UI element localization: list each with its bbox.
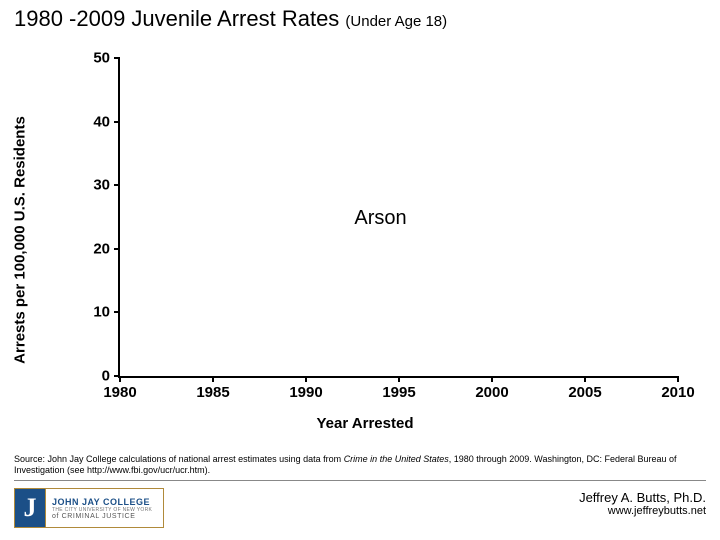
title-sub: (Under Age 18) <box>345 13 447 30</box>
source-citation: Source: John Jay College calculations of… <box>14 454 706 477</box>
x-tick-mark <box>305 376 307 382</box>
author-url: www.jeffreybutts.net <box>579 505 706 517</box>
x-tick-mark <box>398 376 400 382</box>
x-axis-label: Year Arrested <box>316 415 413 432</box>
title-main: 1980 -2009 Juvenile Arrest Rates <box>14 6 345 31</box>
source-italic: Crime in the United States <box>344 454 449 464</box>
logo-text: JOHN JAY COLLEGE THE CITY UNIVERSITY OF … <box>46 488 164 528</box>
y-tick-mark <box>114 121 120 123</box>
logo-line1: JOHN JAY COLLEGE <box>52 497 157 507</box>
x-tick-mark <box>677 376 679 382</box>
attribution: Jeffrey A. Butts, Ph.D. www.jeffreybutts… <box>579 490 706 517</box>
chart-title: 1980 -2009 Juvenile Arrest Rates (Under … <box>0 0 720 36</box>
y-tick-mark <box>114 184 120 186</box>
x-tick-mark <box>584 376 586 382</box>
y-tick-mark <box>114 57 120 59</box>
author-name: Jeffrey A. Butts, Ph.D. <box>579 490 706 505</box>
divider <box>14 480 706 481</box>
x-tick-mark <box>491 376 493 382</box>
chart-area: Arrests per 100,000 U.S. Residents Arson… <box>40 50 690 430</box>
john-jay-logo: J JOHN JAY COLLEGE THE CITY UNIVERSITY O… <box>14 488 164 528</box>
y-tick-mark <box>114 311 120 313</box>
x-tick-mark <box>119 376 121 382</box>
logo-glyph: J <box>14 488 46 528</box>
series-label: Arson <box>354 207 406 230</box>
source-prefix: Source: John Jay College calculations of… <box>14 454 344 464</box>
y-axis-label: Arrests per 100,000 U.S. Residents <box>12 116 29 364</box>
logo-line3: of CRIMINAL JUSTICE <box>52 513 157 520</box>
y-tick-mark <box>114 248 120 250</box>
plot-region: Arson 0102030405019801985199019952000200… <box>118 58 678 378</box>
x-tick-mark <box>212 376 214 382</box>
